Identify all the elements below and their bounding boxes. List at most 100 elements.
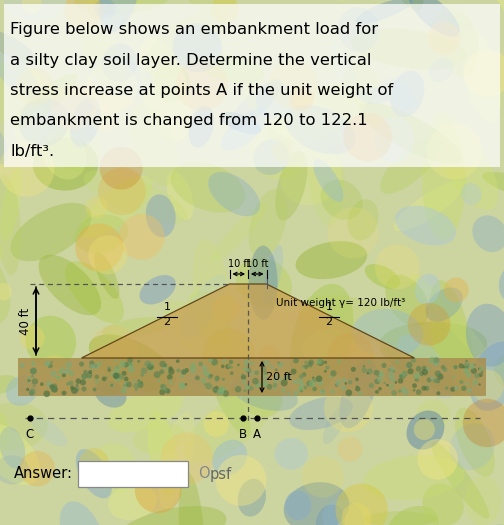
Ellipse shape bbox=[358, 102, 462, 164]
Circle shape bbox=[452, 375, 455, 379]
Circle shape bbox=[201, 378, 207, 383]
Circle shape bbox=[255, 382, 261, 388]
Circle shape bbox=[454, 386, 459, 391]
Circle shape bbox=[133, 380, 136, 383]
Circle shape bbox=[75, 224, 123, 271]
Circle shape bbox=[299, 389, 303, 392]
Circle shape bbox=[56, 375, 60, 380]
Circle shape bbox=[343, 112, 392, 161]
Circle shape bbox=[289, 86, 314, 111]
Ellipse shape bbox=[455, 407, 495, 477]
Circle shape bbox=[389, 384, 394, 390]
Ellipse shape bbox=[388, 506, 439, 525]
Circle shape bbox=[471, 370, 504, 403]
Ellipse shape bbox=[398, 334, 455, 398]
Circle shape bbox=[241, 373, 244, 376]
Circle shape bbox=[433, 357, 439, 363]
Circle shape bbox=[461, 385, 467, 391]
Ellipse shape bbox=[342, 64, 379, 107]
Circle shape bbox=[474, 373, 479, 379]
Ellipse shape bbox=[183, 388, 276, 463]
Circle shape bbox=[408, 368, 414, 374]
Circle shape bbox=[303, 385, 307, 390]
Circle shape bbox=[322, 392, 325, 395]
Circle shape bbox=[459, 363, 464, 369]
Circle shape bbox=[116, 365, 119, 369]
Circle shape bbox=[113, 366, 120, 373]
Circle shape bbox=[369, 383, 374, 388]
Circle shape bbox=[250, 372, 254, 375]
Circle shape bbox=[406, 364, 410, 367]
Ellipse shape bbox=[1, 167, 22, 242]
Ellipse shape bbox=[316, 505, 345, 525]
Circle shape bbox=[351, 367, 356, 372]
Circle shape bbox=[378, 387, 382, 391]
Ellipse shape bbox=[0, 375, 18, 394]
Ellipse shape bbox=[364, 511, 436, 525]
Circle shape bbox=[154, 371, 161, 378]
Text: 1: 1 bbox=[326, 302, 333, 312]
Circle shape bbox=[204, 371, 210, 377]
Ellipse shape bbox=[188, 291, 231, 344]
Circle shape bbox=[230, 371, 234, 375]
Circle shape bbox=[263, 383, 267, 387]
Ellipse shape bbox=[148, 411, 178, 496]
Circle shape bbox=[453, 365, 456, 369]
Ellipse shape bbox=[173, 23, 222, 72]
Circle shape bbox=[90, 326, 138, 373]
Circle shape bbox=[312, 376, 314, 379]
Circle shape bbox=[395, 360, 399, 364]
Circle shape bbox=[277, 362, 280, 364]
Ellipse shape bbox=[281, 148, 342, 205]
Circle shape bbox=[425, 367, 430, 372]
Circle shape bbox=[421, 386, 426, 391]
Ellipse shape bbox=[180, 275, 227, 338]
Circle shape bbox=[241, 379, 246, 384]
Circle shape bbox=[169, 381, 172, 385]
Circle shape bbox=[316, 375, 323, 382]
Ellipse shape bbox=[146, 194, 176, 237]
Circle shape bbox=[160, 384, 167, 391]
Circle shape bbox=[436, 391, 440, 395]
Circle shape bbox=[151, 362, 154, 366]
Ellipse shape bbox=[220, 359, 253, 387]
Circle shape bbox=[83, 370, 88, 374]
Circle shape bbox=[478, 368, 481, 370]
Circle shape bbox=[62, 373, 66, 377]
Circle shape bbox=[335, 383, 339, 387]
Circle shape bbox=[281, 389, 285, 393]
Circle shape bbox=[88, 235, 128, 274]
Ellipse shape bbox=[0, 120, 9, 164]
Text: 1: 1 bbox=[163, 302, 170, 312]
Circle shape bbox=[402, 389, 409, 395]
Ellipse shape bbox=[187, 366, 219, 385]
Ellipse shape bbox=[380, 322, 487, 365]
Circle shape bbox=[434, 371, 441, 377]
Ellipse shape bbox=[461, 28, 501, 123]
Circle shape bbox=[262, 361, 265, 364]
Circle shape bbox=[390, 378, 395, 383]
Circle shape bbox=[243, 367, 246, 371]
Circle shape bbox=[145, 361, 151, 367]
Circle shape bbox=[374, 379, 380, 384]
Circle shape bbox=[20, 451, 55, 487]
Circle shape bbox=[406, 362, 412, 368]
Circle shape bbox=[179, 382, 184, 387]
Ellipse shape bbox=[365, 264, 400, 289]
Text: 10 ft: 10 ft bbox=[246, 259, 269, 269]
Circle shape bbox=[304, 361, 307, 364]
Ellipse shape bbox=[188, 106, 214, 148]
Ellipse shape bbox=[95, 381, 127, 407]
Ellipse shape bbox=[323, 500, 364, 525]
Text: 20 ft: 20 ft bbox=[266, 372, 292, 382]
Circle shape bbox=[216, 455, 267, 506]
Circle shape bbox=[184, 385, 186, 388]
Circle shape bbox=[324, 383, 373, 432]
Circle shape bbox=[466, 372, 471, 378]
Ellipse shape bbox=[193, 239, 234, 357]
Ellipse shape bbox=[204, 355, 244, 396]
Circle shape bbox=[330, 370, 337, 376]
Ellipse shape bbox=[89, 58, 154, 97]
Text: O: O bbox=[198, 467, 210, 481]
Circle shape bbox=[402, 371, 408, 377]
